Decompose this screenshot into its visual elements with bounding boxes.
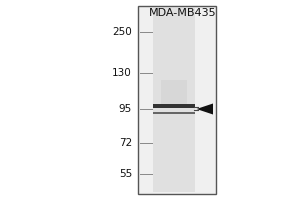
Bar	[161, 94, 187, 96]
Bar	[161, 104, 187, 106]
Text: 130: 130	[112, 68, 132, 78]
Bar	[161, 89, 187, 90]
Bar	[161, 87, 187, 89]
Bar	[153, 8, 195, 192]
Bar	[161, 99, 187, 101]
Bar	[161, 85, 187, 87]
Text: 72: 72	[119, 138, 132, 148]
Bar	[161, 97, 187, 99]
Bar	[161, 82, 187, 83]
Bar	[161, 92, 187, 94]
Text: 250: 250	[112, 27, 132, 37]
Bar	[161, 101, 187, 103]
Text: 55: 55	[119, 169, 132, 179]
Bar	[153, 112, 195, 114]
Bar	[153, 104, 195, 108]
Polygon shape	[196, 103, 213, 114]
Bar	[161, 103, 187, 104]
Bar	[161, 83, 187, 85]
Text: 95: 95	[119, 104, 132, 114]
Bar	[161, 96, 187, 97]
Bar	[161, 80, 187, 82]
Bar	[138, 6, 216, 194]
Text: MDA-MB435: MDA-MB435	[149, 8, 217, 18]
Bar	[161, 90, 187, 92]
